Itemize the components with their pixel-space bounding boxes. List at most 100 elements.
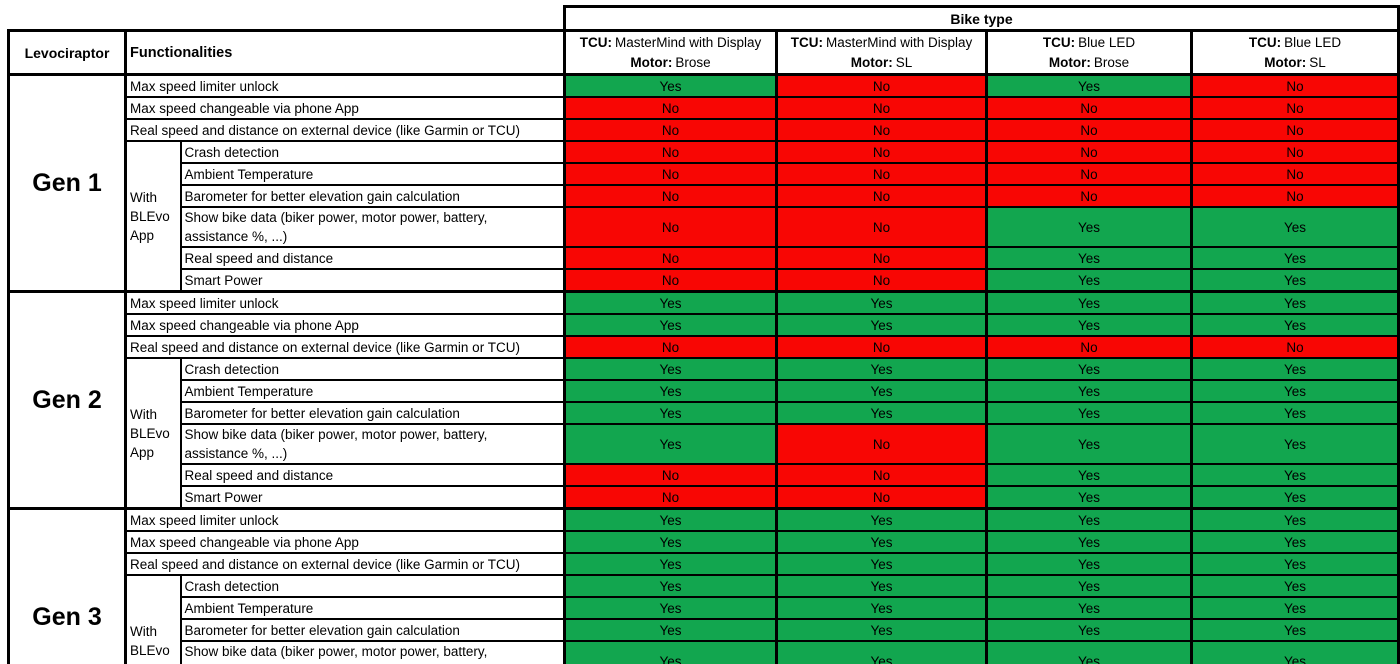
value-cell: No — [563, 335, 778, 359]
value-cell: Yes — [985, 530, 1193, 554]
value-cell: Yes — [775, 290, 988, 315]
table-row: Real speed and distance on external devi… — [9, 552, 1400, 576]
table-row: Ambient Temperature Yes Yes Yes Yes — [9, 596, 1400, 620]
value-cell: Yes — [1190, 574, 1400, 598]
value-cell: Yes — [563, 507, 778, 532]
value-cell: No — [775, 162, 988, 186]
value-cell: Yes — [1190, 530, 1400, 554]
subfunctionality-cell: Ambient Temperature — [179, 379, 566, 403]
value-cell: Yes — [563, 640, 778, 664]
table-row: Real speed and distance No No Yes Yes — [9, 463, 1400, 487]
table-row: Show bike data (biker power, motor power… — [9, 423, 1400, 465]
value-cell: Yes — [775, 640, 988, 664]
value-cell: Yes — [775, 574, 988, 598]
functionality-cell: Max speed changeable via phone App — [124, 313, 566, 337]
value-cell: No — [775, 423, 988, 465]
motor-line: Motor: Brose — [991, 53, 1187, 72]
value-cell: Yes — [563, 313, 778, 337]
value-cell: Yes — [563, 596, 778, 620]
value-cell: No — [775, 463, 988, 487]
value-cell: Yes — [1190, 507, 1400, 532]
value-cell: Yes — [985, 552, 1193, 576]
motor-line: Motor: Brose — [569, 53, 772, 72]
value-cell: Yes — [985, 507, 1193, 532]
value-cell: Yes — [1190, 206, 1400, 248]
table-row: Smart Power No No Yes Yes — [9, 268, 1400, 293]
value-cell: Yes — [563, 552, 778, 576]
functionality-cell: Real speed and distance on external devi… — [124, 552, 566, 576]
value-cell: No — [775, 140, 988, 164]
value-cell: No — [1190, 140, 1400, 164]
motor-value: SL — [1309, 54, 1326, 70]
column-header-blueled-sl: TCU: Blue LED Motor: SL — [1190, 29, 1400, 76]
value-cell: No — [563, 162, 778, 186]
value-cell: Yes — [1190, 313, 1400, 337]
value-cell: Yes — [1190, 379, 1400, 403]
value-cell: Yes — [1190, 246, 1400, 270]
motor-label: Motor: — [850, 54, 893, 70]
table-row: Bike type — [9, 5, 1400, 32]
table-row: Show bike data (biker power, motor power… — [9, 206, 1400, 248]
value-cell: Yes — [985, 618, 1193, 642]
table-row: Ambient Temperature No No No No — [9, 162, 1400, 186]
functionality-cell: Real speed and distance on external devi… — [124, 335, 566, 359]
table-row: Barometer for better elevation gain calc… — [9, 401, 1400, 425]
value-cell: Yes — [775, 552, 988, 576]
value-cell: No — [1190, 73, 1400, 98]
motor-value: Brose — [675, 54, 711, 70]
table-row: Levociraptor Functionalities TCU: MasterM… — [7, 29, 1400, 76]
value-cell: No — [775, 96, 988, 120]
bike-type-header: Bike type — [563, 5, 1400, 32]
value-cell: Yes — [563, 423, 778, 465]
value-cell: Yes — [775, 379, 988, 403]
value-cell: Yes — [985, 463, 1193, 487]
column-header-mastermind-brose: TCU: MasterMind with Display Motor: Brose — [563, 29, 778, 76]
tcu-line: TCU: Blue LED — [991, 34, 1187, 53]
value-cell: No — [775, 335, 988, 359]
value-cell: No — [775, 485, 988, 510]
tcu-line: TCU: MasterMind with Display — [569, 34, 772, 53]
tcu-value: MasterMind with Display — [614, 34, 762, 50]
value-cell: No — [775, 206, 988, 248]
value-cell: Yes — [985, 401, 1193, 425]
subfunctionality-cell: Crash detection — [179, 574, 566, 598]
value-cell: Yes — [985, 574, 1193, 598]
value-cell: Yes — [985, 246, 1193, 270]
value-cell: No — [563, 268, 778, 293]
functionality-cell: Max speed limiter unlock — [124, 73, 566, 98]
value-cell: Yes — [1190, 401, 1400, 425]
column-header-blueled-brose: TCU: Blue LED Motor: Brose — [985, 29, 1193, 76]
subfunctionality-cell: Barometer for better elevation gain calc… — [179, 618, 566, 642]
value-cell: Yes — [985, 206, 1193, 248]
value-cell: No — [985, 184, 1193, 208]
table-row: Max speed changeable via phone App Yes Yes… — [9, 530, 1400, 554]
empty-corner — [9, 7, 565, 31]
value-cell: Yes — [1190, 596, 1400, 620]
value-cell: Yes — [1190, 357, 1400, 381]
comparison-table: Bike type Levociraptor Functionalities T… — [7, 5, 1400, 664]
functionalities-header: Functionalities — [124, 29, 566, 76]
value-cell: No — [563, 246, 778, 270]
value-cell: No — [1190, 184, 1400, 208]
value-cell: No — [985, 335, 1193, 359]
tcu-value: MasterMind with Display — [825, 34, 973, 50]
value-cell: No — [985, 96, 1193, 120]
column-header-mastermind-sl: TCU: MasterMind with Display Motor: SL — [775, 29, 988, 76]
value-cell: No — [1190, 162, 1400, 186]
table-row: Real speed and distance on external devi… — [9, 335, 1400, 359]
motor-value: SL — [895, 54, 913, 70]
tcu-line: TCU: Blue LED — [1196, 34, 1394, 53]
value-cell: No — [563, 206, 778, 248]
value-cell: Yes — [775, 401, 988, 425]
generation-label: Gen 1 — [7, 73, 127, 293]
subfunctionality-cell: Barometer for better elevation gain calc… — [179, 401, 566, 425]
value-cell: No — [563, 140, 778, 164]
subfunctionality-cell: Barometer for better elevation gain calc… — [179, 184, 566, 208]
value-cell: Yes — [563, 73, 778, 98]
value-cell: Yes — [563, 401, 778, 425]
value-cell: Yes — [1190, 485, 1400, 510]
subfunctionality-cell: Crash detection — [179, 357, 566, 381]
tcu-line: TCU: MasterMind with Display — [781, 34, 982, 53]
